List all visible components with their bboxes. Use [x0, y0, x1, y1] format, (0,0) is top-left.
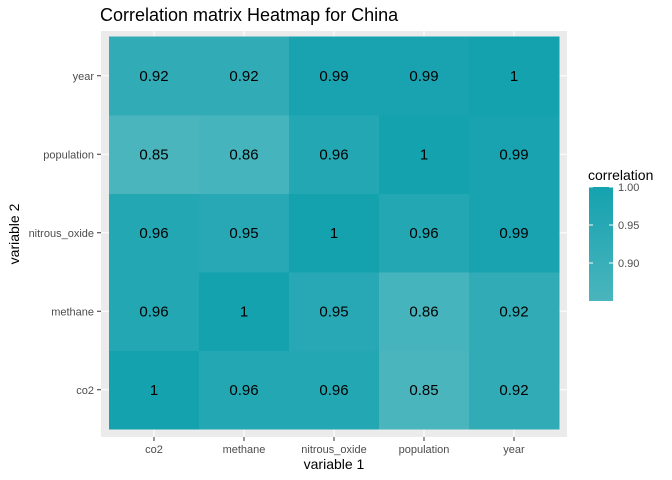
heatmap-cell [109, 272, 200, 351]
x-tick-label: nitrous_oxide [301, 444, 366, 456]
cell-value-labels: 1 0.96 0.96 0.85 0.92 0.96 1 0.95 0.86 0.92 0.96 0.… [139, 68, 528, 399]
legend-title: correlation [588, 167, 653, 183]
cell-value-label: 0.86 [409, 303, 438, 320]
y-tick-label: year [73, 71, 95, 83]
heatmap-cell [199, 350, 290, 430]
x-tick-label: population [399, 444, 450, 456]
heatmap-cell [199, 115, 290, 194]
x-tick-label: methane [223, 444, 266, 456]
x-tick-label: year [503, 444, 525, 456]
heatmap-cell [289, 115, 380, 194]
cell-value-label: 0.99 [319, 68, 348, 85]
heatmap-cell [379, 272, 470, 351]
legend-ticks: 1.00 0.95 0.90 [589, 182, 639, 270]
cell-value-label: 0.92 [499, 303, 528, 320]
cell-value-label: 0.92 [229, 68, 258, 85]
cell-value-label: 0.96 [319, 146, 348, 163]
cell-value-label: 0.99 [409, 68, 438, 85]
cell-value-label: 0.96 [139, 303, 168, 320]
legend-tick-label: 0.90 [618, 258, 639, 270]
heatmap-cell [109, 350, 200, 430]
heatmap-cell [289, 350, 380, 430]
y-tick-label: population [43, 149, 94, 161]
cell-value-label: 0.96 [319, 382, 348, 399]
heatmap-cell [109, 193, 200, 273]
heatmap-cell [469, 272, 560, 351]
heatmap-cell [109, 115, 200, 194]
heatmap-cell [379, 350, 470, 430]
cell-value-label: 0.85 [409, 382, 438, 399]
heatmap-cell [289, 272, 380, 351]
cell-value-label: 0.99 [499, 225, 528, 242]
legend-tick-label: 0.95 [618, 220, 639, 232]
cell-value-label: 1 [330, 225, 338, 242]
cell-value-label: 0.99 [499, 146, 528, 163]
heatmap-cell [379, 115, 470, 194]
heatmap-cell [199, 193, 290, 273]
heatmap-cell [199, 36, 290, 116]
cell-value-label: 1 [240, 303, 248, 320]
cell-value-label: 1 [510, 68, 518, 85]
cell-value-label: 0.96 [139, 225, 168, 242]
y-axis: co2 methane nitrous_oxide population year [29, 71, 101, 397]
cell-value-label: 0.86 [229, 146, 258, 163]
heatmap-cell [469, 193, 560, 273]
x-axis: co2 methane nitrous_oxide population year [145, 437, 525, 456]
cell-value-label: 1 [150, 382, 158, 399]
legend-colorbar [589, 187, 613, 301]
x-axis-title: variable 1 [304, 456, 365, 472]
cell-value-label: 1 [420, 146, 428, 163]
heatmap-cell [379, 36, 470, 116]
y-tick-label: nitrous_oxide [29, 228, 94, 240]
heatmap-cell [289, 193, 380, 273]
cell-value-label: 0.92 [139, 68, 168, 85]
heatmap-cell [469, 350, 560, 430]
legend-tick-label: 1.00 [618, 182, 639, 194]
y-tick-label: methane [51, 306, 94, 318]
y-axis-title: variable 2 [6, 203, 22, 264]
heatmap-cell [199, 272, 290, 351]
heatmap-cell [289, 36, 380, 116]
heatmap-cell [469, 115, 560, 194]
heatmap-cell [469, 36, 560, 116]
heatmap-cell [379, 193, 470, 273]
cell-value-label: 0.96 [229, 382, 258, 399]
heatmap-cell [109, 36, 200, 116]
cell-value-label: 0.85 [139, 146, 168, 163]
legend: correlation 1.00 0.95 0.90 [588, 167, 653, 301]
cell-value-label: 0.96 [409, 225, 438, 242]
cell-value-label: 0.92 [499, 382, 528, 399]
cell-value-label: 0.95 [319, 303, 348, 320]
heatmap-cells [109, 36, 560, 430]
cell-value-label: 0.95 [229, 225, 258, 242]
chart-title: Correlation matrix Heatmap for China [100, 5, 399, 25]
x-tick-label: co2 [145, 444, 163, 456]
y-tick-label: co2 [76, 385, 94, 397]
